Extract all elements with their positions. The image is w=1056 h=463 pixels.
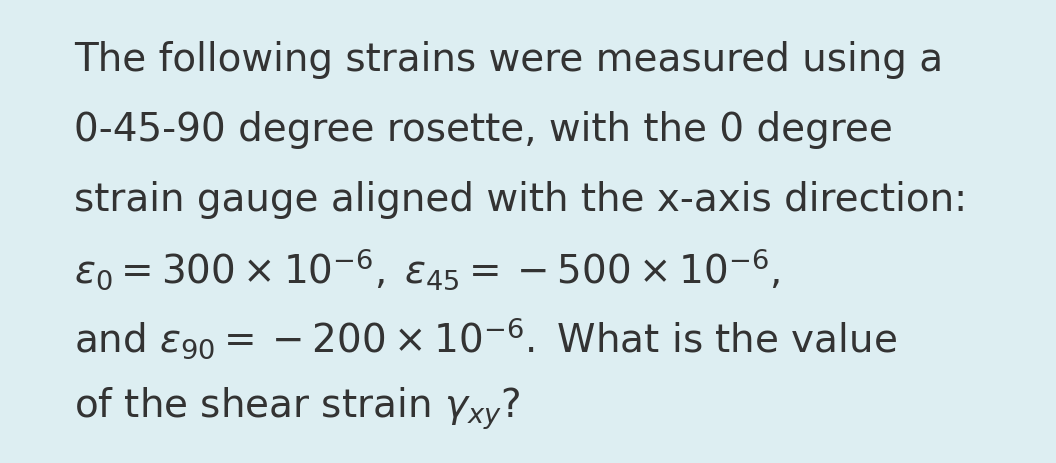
Text: The following strains were measured using a: The following strains were measured usin… [74, 41, 943, 79]
Text: of the shear strain $\gamma_{xy}$?: of the shear strain $\gamma_{xy}$? [74, 384, 521, 431]
Text: 0-45-90 degree rosette, with the 0 degree: 0-45-90 degree rosette, with the 0 degre… [74, 111, 892, 149]
Text: strain gauge aligned with the x-axis direction:: strain gauge aligned with the x-axis dir… [74, 180, 967, 218]
Text: and $\epsilon_{90} = -200 \times 10^{-6}.$ What is the value: and $\epsilon_{90} = -200 \times 10^{-6}… [74, 315, 897, 361]
Text: $\epsilon_0 = 300 \times 10^{-6}, \; \epsilon_{45} = -500 \times 10^{-6},$: $\epsilon_0 = 300 \times 10^{-6}, \; \ep… [74, 246, 780, 291]
